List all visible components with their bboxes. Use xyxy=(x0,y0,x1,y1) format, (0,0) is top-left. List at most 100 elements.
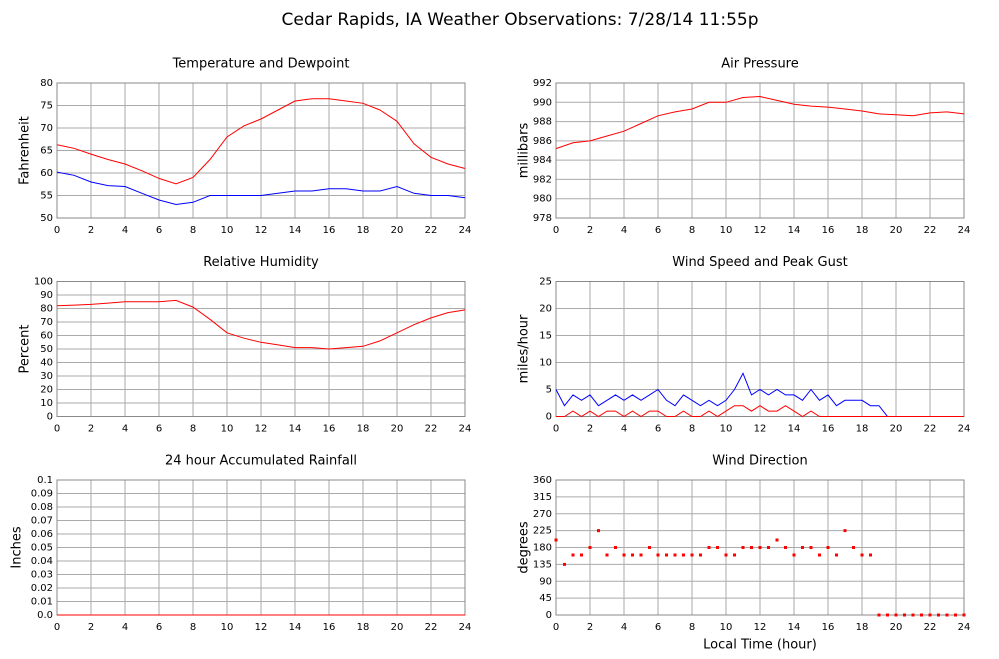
x-tick-label: 14 xyxy=(788,225,801,236)
x-tick-label: 0 xyxy=(553,622,559,633)
x-tick-label: 18 xyxy=(357,622,370,633)
y-tick-label: 15 xyxy=(539,331,552,342)
x-tick-label: 12 xyxy=(255,622,268,633)
x-tick-label: 22 xyxy=(924,225,937,236)
point xyxy=(605,553,609,557)
point xyxy=(852,546,855,549)
x-axis-label: Local Time (hour) xyxy=(703,638,817,653)
y-tick-label: 270 xyxy=(533,509,552,520)
x-tick-label: 16 xyxy=(323,424,336,435)
chart-title: 24 hour Accumulated Rainfall xyxy=(165,454,357,469)
point xyxy=(639,553,643,557)
y-tick-label: 986 xyxy=(533,136,552,147)
y-tick-label: 0.03 xyxy=(31,570,53,581)
x-tick-label: 4 xyxy=(122,622,128,633)
y-tick-label: 0.05 xyxy=(31,543,53,554)
y-tick-label: 70 xyxy=(40,123,53,134)
point xyxy=(937,613,940,617)
point xyxy=(962,613,966,617)
chart-title: Relative Humidity xyxy=(203,255,319,270)
chart-title: Wind Speed and Peak Gust xyxy=(672,255,847,270)
y-tick-label: 225 xyxy=(533,526,552,537)
x-tick-label: 2 xyxy=(88,622,94,633)
x-tick-label: 8 xyxy=(190,424,196,435)
series-line xyxy=(556,405,964,418)
y-tick-label: 65 xyxy=(40,146,53,157)
y-tick-label: 25 xyxy=(539,277,552,288)
y-tick-label: 0.07 xyxy=(31,516,53,527)
point xyxy=(860,553,864,557)
point xyxy=(614,546,617,549)
point xyxy=(724,553,728,557)
series-line xyxy=(56,299,466,350)
chart: Relative HumidityPercent0102030405060708… xyxy=(18,255,472,435)
point xyxy=(699,553,702,557)
x-tick-label: 24 xyxy=(958,424,971,435)
point xyxy=(656,553,660,557)
point xyxy=(826,546,830,549)
point xyxy=(733,553,736,557)
x-tick-label: 0 xyxy=(54,225,60,236)
x-tick-label: 8 xyxy=(689,424,695,435)
y-tick-label: 70 xyxy=(40,317,53,328)
y-tick-label: 45 xyxy=(539,593,552,604)
x-tick-label: 6 xyxy=(655,622,661,633)
point xyxy=(784,546,787,549)
x-tick-label: 10 xyxy=(720,225,733,236)
x-tick-label: 22 xyxy=(924,424,937,435)
y-tick-label: 40 xyxy=(40,358,53,369)
point xyxy=(894,613,898,617)
point xyxy=(580,553,583,557)
y-tick-label: 90 xyxy=(539,576,552,587)
x-tick-label: 18 xyxy=(357,424,370,435)
y-tick-label: 80 xyxy=(40,78,53,89)
y-tick-label: 0 xyxy=(546,610,552,621)
point xyxy=(690,553,694,557)
x-tick-label: 10 xyxy=(221,622,234,633)
x-tick-label: 8 xyxy=(689,225,695,236)
y-tick-label: 0.06 xyxy=(31,529,53,540)
y-tick-label: 0.04 xyxy=(31,556,53,567)
point xyxy=(648,546,651,549)
point xyxy=(767,546,770,549)
point xyxy=(792,553,796,557)
plot-frame xyxy=(56,281,466,417)
point xyxy=(673,553,677,557)
x-tick-label: 0 xyxy=(553,225,559,236)
x-tick-label: 6 xyxy=(156,225,162,236)
x-tick-label: 22 xyxy=(924,622,937,633)
y-tick-label: 0.01 xyxy=(31,597,53,608)
y-tick-label: 10 xyxy=(40,398,53,409)
x-tick-label: 0 xyxy=(54,622,60,633)
x-tick-label: 14 xyxy=(788,424,801,435)
x-tick-label: 18 xyxy=(357,225,370,236)
plot-frame xyxy=(56,82,466,219)
x-tick-label: 6 xyxy=(655,225,661,236)
chart: Air Pressure millibars 978 980 982 984 986 988 9… xyxy=(517,57,971,237)
x-tick-label: 22 xyxy=(425,622,438,633)
x-tick-label: 4 xyxy=(621,622,627,633)
point xyxy=(809,546,813,549)
point xyxy=(758,546,762,549)
point xyxy=(631,553,634,557)
x-tick-label: 16 xyxy=(822,225,835,236)
y-axis-label: Fahrenheit xyxy=(18,116,33,185)
x-tick-label: 16 xyxy=(822,424,835,435)
x-tick-label: 2 xyxy=(88,424,94,435)
point xyxy=(716,546,719,549)
x-tick-label: 4 xyxy=(122,225,128,236)
x-tick-label: 20 xyxy=(391,622,404,633)
y-axis-label: miles/hour xyxy=(517,314,532,383)
y-tick-label: 60 xyxy=(40,331,53,342)
point xyxy=(843,529,847,533)
point xyxy=(954,613,957,617)
chart: Temperature and DewpointFahrenheit505560… xyxy=(18,57,472,237)
x-tick-label: 12 xyxy=(255,424,268,435)
x-tick-label: 0 xyxy=(553,424,559,435)
y-tick-label: 180 xyxy=(533,543,552,554)
x-tick-label: 18 xyxy=(856,424,869,435)
x-tick-label: 22 xyxy=(425,424,438,435)
point xyxy=(622,553,626,557)
x-tick-label: 14 xyxy=(788,622,801,633)
y-tick-label: 100 xyxy=(34,277,53,288)
